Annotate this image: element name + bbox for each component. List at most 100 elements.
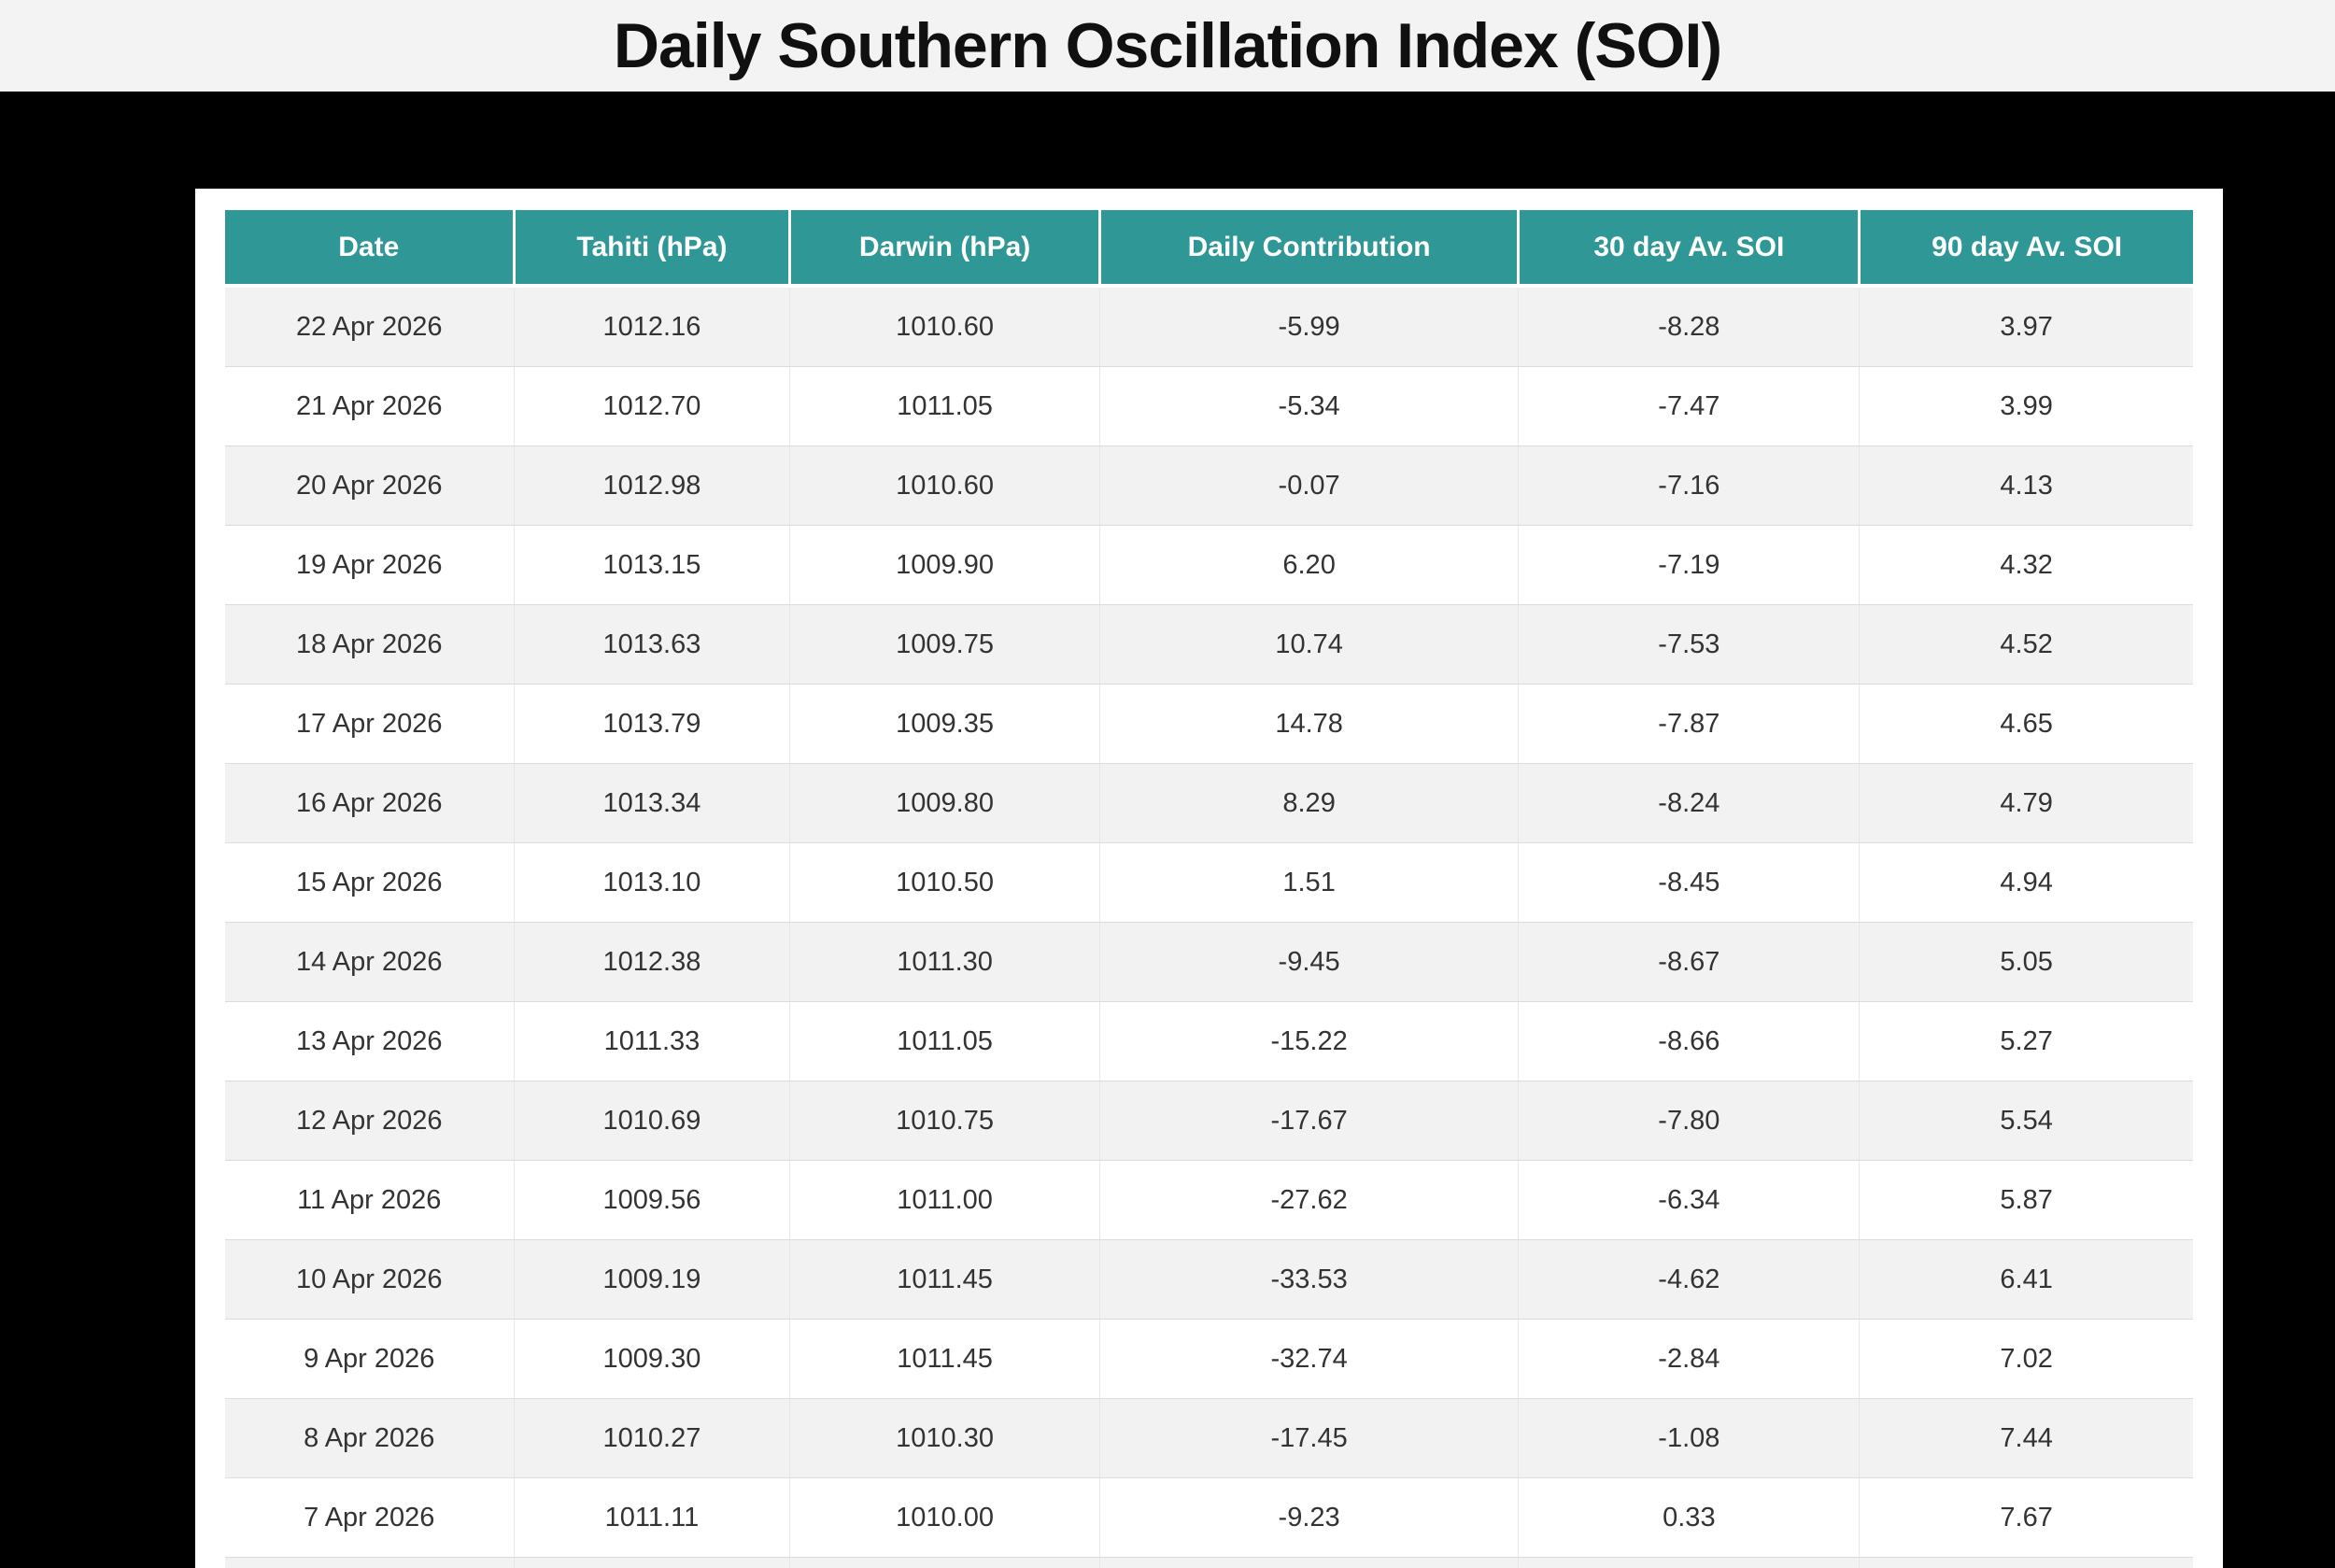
table-cell: 0.33 (1518, 1477, 1861, 1558)
table-cell: -7.87 (1518, 684, 1861, 764)
table-cell: 1012.38 (514, 922, 791, 1002)
table-cell: 1013.10 (514, 842, 791, 923)
table-row: 10 Apr 2026 1009.19 1011.45 -33.53 -4.62 6.41 (225, 1239, 2193, 1320)
table-cell: 1011.45 (789, 1319, 1100, 1399)
table-card: Date Tahiti (hPa) Darwin (hPa) Daily Contri… (195, 189, 2223, 1568)
table-header-row: Date Tahiti (hPa) Darwin (hPa) Daily Contri… (225, 210, 2193, 288)
table-cell: 20 Apr 2026 (225, 445, 515, 526)
table-cell: 13 Apr 2026 (225, 1001, 515, 1081)
content-background: Date Tahiti (hPa) Darwin (hPa) Daily Contri… (0, 92, 2335, 1568)
table-cell: -32.74 (1099, 1319, 1520, 1399)
table-cell: 1009.30 (514, 1319, 791, 1399)
table-header: Date Tahiti (hPa) Darwin (hPa) Daily Contri… (225, 210, 2193, 288)
table-cell: 7.44 (1859, 1398, 2193, 1478)
table-cell: -33.53 (1099, 1239, 1520, 1320)
page-title: Daily Southern Oscillation Index (SOI) (613, 10, 1722, 81)
table-cell: -7.53 (1518, 604, 1861, 685)
table-cell: -7.16 (1518, 445, 1861, 526)
table-row: 15 Apr 2026 1013.10 1010.50 1.51 -8.45 4.94 (225, 842, 2193, 923)
table-cell (225, 1557, 515, 1568)
table-cell: -8.66 (1518, 1001, 1861, 1081)
column-header-90-day-av-soi: 90 day Av. SOI (1859, 210, 2193, 288)
table-cell (1859, 1557, 2193, 1568)
table-cell: 4.32 (1859, 525, 2193, 605)
table-cell: 1011.05 (789, 366, 1100, 446)
table-cell: 4.65 (1859, 684, 2193, 764)
table-cell: 1010.60 (789, 445, 1100, 526)
table-row: 9 Apr 2026 1009.30 1011.45 -32.74 -2.84 7.02 (225, 1319, 2193, 1399)
table-body: 22 Apr 2026 1012.16 1010.60 -5.99 -8.28 3.97 2… (225, 286, 2193, 1568)
table-cell: 11 Apr 2026 (225, 1160, 515, 1240)
table-cell: -17.45 (1099, 1398, 1520, 1478)
table-cell: 19 Apr 2026 (225, 525, 515, 605)
table-cell: -0.07 (1099, 445, 1520, 526)
table-cell: 6.20 (1099, 525, 1520, 605)
table-row: 21 Apr 2026 1012.70 1011.05 -5.34 -7.47 3.99 (225, 366, 2193, 446)
table-cell: 5.05 (1859, 922, 2193, 1002)
table-cell: 4.79 (1859, 763, 2193, 843)
table-row: 17 Apr 2026 1013.79 1009.35 14.78 -7.87 4.65 (225, 684, 2193, 764)
table-row: 19 Apr 2026 1013.15 1009.90 6.20 -7.19 4.32 (225, 525, 2193, 605)
table-cell: 1013.63 (514, 604, 791, 685)
table-cell: -7.47 (1518, 366, 1861, 446)
table-cell: 1010.50 (789, 842, 1100, 923)
table-cell: 14 Apr 2026 (225, 922, 515, 1002)
table-cell: 10.74 (1099, 604, 1520, 685)
table-cell: 1012.98 (514, 445, 791, 526)
table-cell: -9.23 (1099, 1477, 1520, 1558)
table-cell: 1012.16 (514, 286, 791, 367)
table-cell: 3.99 (1859, 366, 2193, 446)
table-cell: 10 Apr 2026 (225, 1239, 515, 1320)
column-header-daily-contribution: Daily Contribution (1099, 210, 1521, 288)
column-header-tahiti-hpa: Tahiti (hPa) (514, 210, 792, 288)
table-row: 7 Apr 2026 1011.11 1010.00 -9.23 0.33 7.67 (225, 1477, 2193, 1558)
table-cell: 1.51 (1099, 842, 1520, 923)
table-cell: -2.84 (1518, 1319, 1861, 1399)
table-cell: 1009.90 (789, 525, 1100, 605)
table-cell: -7.80 (1518, 1081, 1861, 1161)
table-cell: 1011.05 (789, 1001, 1100, 1081)
table-cell: 8 Apr 2026 (225, 1398, 515, 1478)
table-cell (789, 1557, 1100, 1568)
table-cell: 1010.60 (789, 286, 1100, 367)
table-cell: 7.67 (1859, 1477, 2193, 1558)
table-row: 8 Apr 2026 1010.27 1010.30 -17.45 -1.08 7.44 (225, 1398, 2193, 1478)
table-cell: 1012.70 (514, 366, 791, 446)
table-cell: 3.97 (1859, 286, 2193, 367)
table-cell: 1011.00 (789, 1160, 1100, 1240)
table-cell: 14.78 (1099, 684, 1520, 764)
table-row: 18 Apr 2026 1013.63 1009.75 10.74 -7.53 4.52 (225, 604, 2193, 685)
table-cell: 1013.15 (514, 525, 791, 605)
table-cell: 15 Apr 2026 (225, 842, 515, 923)
table-cell: 5.27 (1859, 1001, 2193, 1081)
table-cell: 1011.11 (514, 1477, 791, 1558)
table-row: 13 Apr 2026 1011.33 1011.05 -15.22 -8.66 5.27 (225, 1001, 2193, 1081)
table-row: 20 Apr 2026 1012.98 1010.60 -0.07 -7.16 4.13 (225, 445, 2193, 526)
table-cell: 8.29 (1099, 763, 1520, 843)
table-row: 14 Apr 2026 1012.38 1011.30 -9.45 -8.67 5.05 (225, 922, 2193, 1002)
table-cell: 1010.30 (789, 1398, 1100, 1478)
table-cell: 21 Apr 2026 (225, 366, 515, 446)
table-cell: 9 Apr 2026 (225, 1319, 515, 1399)
table-cell: 4.13 (1859, 445, 2193, 526)
table-row: 22 Apr 2026 1012.16 1010.60 -5.99 -8.28 3.97 (225, 286, 2193, 367)
table-cell: 1010.27 (514, 1398, 791, 1478)
table-cell: 6.41 (1859, 1239, 2193, 1320)
table-cell: 7 Apr 2026 (225, 1477, 515, 1558)
table-cell: 1013.34 (514, 763, 791, 843)
table-cell: 1011.30 (789, 922, 1100, 1002)
table-cell: 1011.33 (514, 1001, 791, 1081)
table-cell: -5.99 (1099, 286, 1520, 367)
column-header-30-day-av-soi: 30 day Av. SOI (1518, 210, 1861, 288)
table-cell: 1009.56 (514, 1160, 791, 1240)
table-cell: -17.67 (1099, 1081, 1520, 1161)
table-cell: -6.34 (1518, 1160, 1861, 1240)
column-header-darwin-hpa: Darwin (hPa) (789, 210, 1101, 288)
table-cell: 1013.79 (514, 684, 791, 764)
table-cell: -5.34 (1099, 366, 1520, 446)
table-cell: 12 Apr 2026 (225, 1081, 515, 1161)
column-header-date: Date (225, 210, 516, 288)
table-cell: -8.28 (1518, 286, 1861, 367)
table-cell: 4.94 (1859, 842, 2193, 923)
table-cell: -27.62 (1099, 1160, 1520, 1240)
